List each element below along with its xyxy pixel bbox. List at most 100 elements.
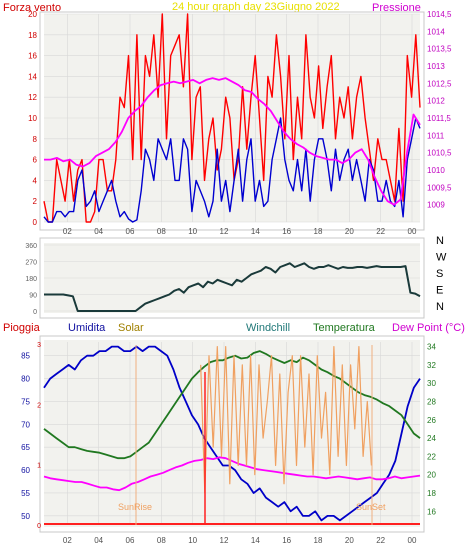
chart2-frame	[39, 237, 425, 319]
series-raffica	[43, 117, 421, 223]
compass-label: N	[436, 235, 444, 247]
x-tick: 04	[94, 227, 103, 236]
chart3-series	[43, 345, 421, 525]
y-tick-left: 85	[21, 352, 30, 361]
label-dewpoint: Dew Point (°C)	[392, 322, 465, 334]
x-tick: 02	[63, 227, 72, 236]
chart1-grid	[44, 13, 420, 223]
label-umidita: Umidita	[68, 322, 106, 334]
y-tick-right: 1013	[427, 62, 445, 71]
chart3-left-ticks: 85 80 75 70 65 60 55 50	[21, 352, 30, 521]
x-tick: 12	[220, 227, 229, 236]
series-forza-vento	[43, 13, 421, 223]
x-tick: 02	[63, 536, 72, 545]
x-tick: 10	[188, 536, 197, 545]
y-tick-left: 20	[28, 10, 37, 19]
chart1-right-ticks: 1014,5 1014 1013,5 1013 1012,5 1012 1011,5 1011…	[427, 10, 452, 210]
y-tick-left: 12	[28, 93, 37, 102]
series-temperatura	[43, 350, 421, 460]
x-tick: 16	[282, 227, 291, 236]
series-direzione-vento	[44, 262, 421, 312]
series-dew-point	[43, 456, 421, 492]
rain-tick: 2	[37, 402, 41, 409]
chart3-x-ticks: 02 04 06 08 10 12 14 16 18 20 22 00	[63, 536, 417, 545]
y-tick-left: 2	[33, 197, 38, 206]
y-tick-left: 4	[33, 176, 38, 185]
x-tick: 14	[251, 227, 260, 236]
y-tick-right: 1010,5	[427, 149, 452, 158]
y-tick-right: 1011	[427, 131, 445, 140]
x-tick: 00	[408, 227, 417, 236]
y-tick-right: 1014	[427, 27, 445, 36]
y-tick-left: 65	[21, 443, 30, 452]
y-tick-left: 75	[21, 397, 30, 406]
y-tick-left: 55	[21, 489, 30, 498]
x-tick: 14	[251, 536, 260, 545]
x-tick: 18	[314, 227, 323, 236]
x-tick: 12	[220, 536, 229, 545]
y-tick-left: 10	[28, 114, 37, 123]
y-tick-left: 18	[28, 31, 37, 40]
chart2-left-ticks: 360 270 180 90 0	[25, 243, 37, 316]
y-tick-left: 0	[33, 309, 37, 316]
y-tick-right: 1011,5	[427, 114, 451, 123]
chart1-x-ticks: 02 04 06 08 10 12 14 16 18 20 22 00	[63, 227, 417, 236]
x-tick: 22	[376, 536, 385, 545]
x-tick: 06	[126, 227, 135, 236]
y-tick-left: 8	[33, 135, 38, 144]
x-tick: 22	[376, 227, 385, 236]
sunrise-label: SunRise	[118, 502, 152, 512]
series-umidita	[43, 345, 421, 522]
chart3-frame	[39, 335, 425, 533]
chart2-series	[44, 262, 421, 312]
y-tick-left: 80	[21, 375, 30, 384]
chart-header: 24 hour graph day 23Giugno 2022	[172, 1, 340, 13]
series-solar	[200, 346, 372, 494]
y-tick-right: 28	[427, 397, 436, 406]
y-tick-left: 270	[25, 260, 37, 267]
y-tick-right: 34	[427, 343, 436, 352]
chart1-frame	[39, 11, 425, 231]
y-tick-right: 20	[427, 471, 436, 480]
temp-humidity-chart: Pioggia Umidita Solar Windchill Temperat…	[3, 322, 465, 545]
y-tick-right: 26	[427, 416, 436, 425]
label-pioggia: Pioggia	[3, 322, 41, 334]
chart3-right-ticks: 34 32 30 28 26 24 22 20 18 16	[427, 343, 436, 517]
y-tick-left: 180	[25, 276, 37, 283]
y-tick-left: 70	[21, 420, 30, 429]
x-tick: 10	[188, 227, 197, 236]
y-tick-right: 1010	[427, 166, 445, 175]
y-tick-left: 16	[28, 52, 37, 61]
wind-axis-title: Forza vento	[3, 2, 61, 14]
chart1-series	[43, 13, 421, 223]
x-tick: 04	[94, 536, 103, 545]
y-tick-left: 360	[25, 243, 37, 250]
y-tick-right: 24	[427, 434, 436, 443]
x-tick: 00	[408, 536, 417, 545]
compass-label: N	[436, 301, 444, 313]
compass-label: S	[436, 268, 443, 280]
y-tick-right: 1009	[427, 201, 445, 210]
compass-label: W	[436, 252, 447, 264]
y-tick-right: 18	[427, 489, 436, 498]
y-tick-left: 6	[33, 156, 38, 165]
y-tick-right: 22	[427, 452, 436, 461]
y-tick-right: 1009,5	[427, 183, 452, 192]
wind-pressure-chart: Forza vento 24 hour graph day 23Giugno 2…	[3, 1, 452, 236]
y-tick-right: 1012	[427, 97, 445, 106]
compass-label: E	[436, 285, 443, 297]
x-tick: 06	[126, 536, 135, 545]
pressure-axis-title: Pressione	[372, 2, 421, 14]
x-tick: 20	[345, 227, 354, 236]
sunset-label: SunSet	[356, 502, 386, 512]
y-tick-right: 30	[427, 379, 436, 388]
y-tick-right: 16	[427, 507, 436, 516]
y-tick-left: 0	[33, 218, 38, 227]
label-temperatura: Temperatura	[313, 322, 376, 334]
x-tick: 16	[282, 536, 291, 545]
